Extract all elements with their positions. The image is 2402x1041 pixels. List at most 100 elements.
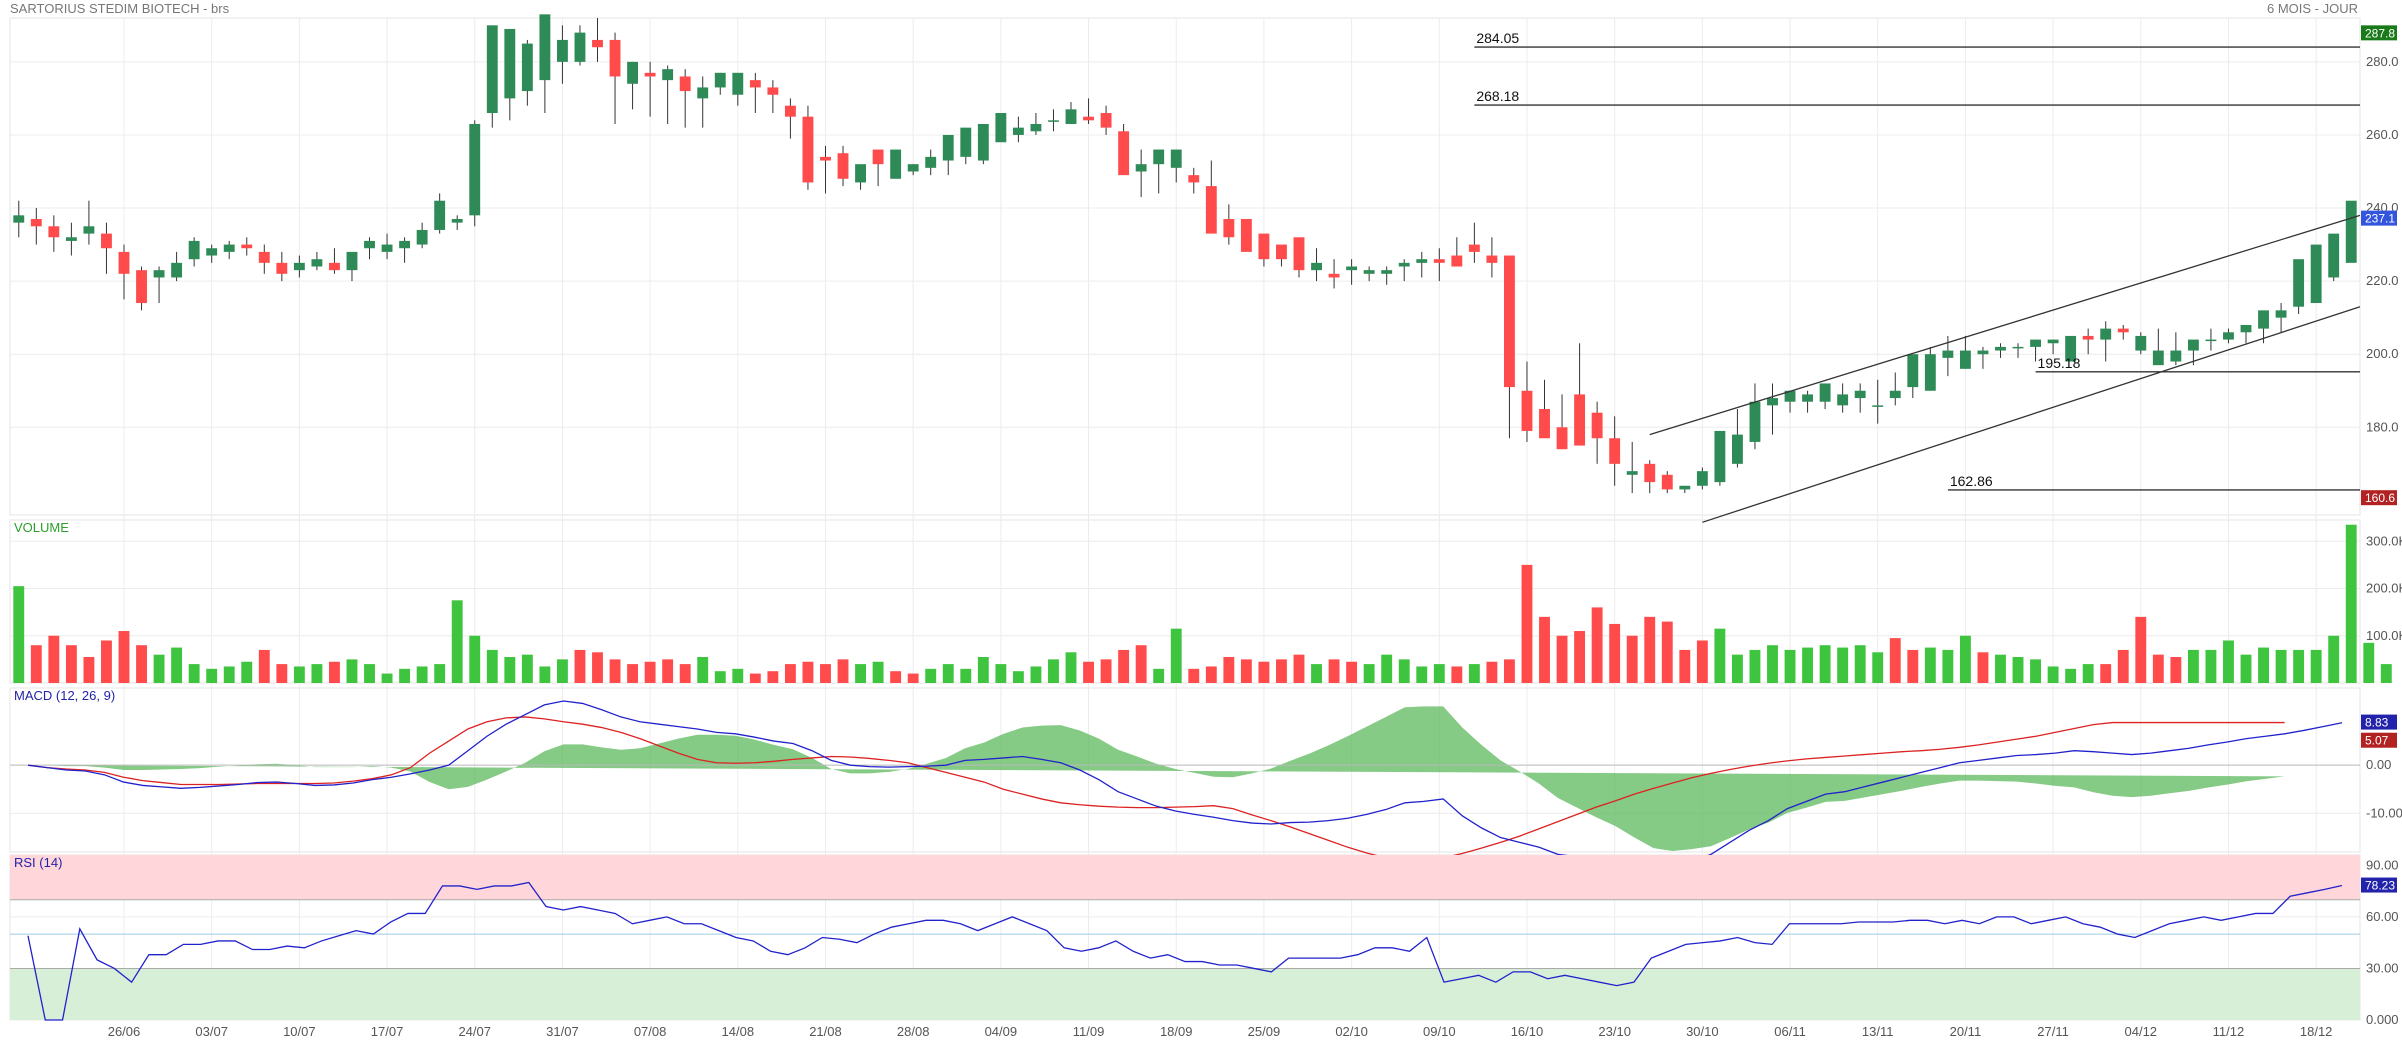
volume-bar <box>399 668 411 683</box>
candle-up <box>311 259 323 267</box>
volume-bar <box>2012 657 2024 683</box>
volume-bar <box>556 659 568 683</box>
price-y-tick-label: 260.0 <box>2366 127 2399 142</box>
price-y-tick-label: 220.0 <box>2366 273 2399 288</box>
volume-bar <box>1907 649 1919 683</box>
vol-panel-frame <box>9 519 2361 684</box>
rsi-badge-label: 78.23 <box>2365 879 2395 893</box>
price-badge-label: 160.6 <box>2365 491 2395 505</box>
candle-up <box>2328 233 2340 278</box>
level-label: 162.86 <box>1950 473 1993 489</box>
x-tick-label: 28/08 <box>897 1024 930 1039</box>
volume-bar <box>1714 628 1726 683</box>
volume-bar <box>1679 649 1691 683</box>
volume-y-tick-label: 200.0K <box>2366 581 2402 596</box>
macd-panel[interactable]: MACD (12, 26, 9) <box>10 688 2360 872</box>
volume-panel[interactable]: VOLUME <box>13 520 2392 683</box>
macd-badge-label: 8.83 <box>2365 716 2389 730</box>
volume-bar <box>241 661 253 683</box>
candle-up <box>1872 405 1884 407</box>
x-tick-label: 17/07 <box>371 1024 404 1039</box>
rsi-panel[interactable]: RSI (14) <box>10 855 2360 1021</box>
volume-bar <box>1486 661 1498 683</box>
candle-down <box>1276 244 1287 260</box>
candle-up <box>2135 335 2147 351</box>
candle-up <box>1626 471 1638 475</box>
x-tick-label: 21/08 <box>809 1024 842 1039</box>
rsi-badge <box>2361 877 2397 893</box>
price-panel[interactable]: 284.05 268.18 195.18 162.86 <box>13 14 2361 523</box>
volume-bar <box>749 673 761 683</box>
volume-bar <box>1030 666 1042 683</box>
candle-up <box>364 240 375 249</box>
volume-bar <box>732 668 744 683</box>
volume-bar <box>1521 564 1533 683</box>
price-y-tick-label: 200.0 <box>2366 346 2399 361</box>
volume-bar <box>1170 628 1182 683</box>
volume-bar <box>2258 647 2269 683</box>
candle-down <box>258 251 270 263</box>
candle-up <box>907 164 919 172</box>
y-axes: 280.0260.0240.0220.0200.0180.0300.0K200.… <box>2361 25 2402 1027</box>
candle-down <box>1539 409 1550 439</box>
macd-badge <box>2361 714 2397 730</box>
volume-bar <box>820 664 831 683</box>
candle-down <box>1100 113 1112 128</box>
level-label: 268.18 <box>1476 88 1519 104</box>
volume-bar <box>1626 635 1638 683</box>
volume-bar <box>1942 649 1954 683</box>
candle-down <box>1644 463 1656 483</box>
volume-bar <box>1416 666 1428 683</box>
candle-up <box>1767 398 1778 406</box>
candle-down <box>802 116 814 183</box>
rsi-oversold-zone <box>10 968 2360 1020</box>
volume-bar <box>136 645 147 683</box>
x-tick-label: 10/07 <box>283 1024 316 1039</box>
volume-bar <box>2065 668 2077 683</box>
x-tick-label: 18/12 <box>2300 1024 2333 1039</box>
candle-down <box>1118 131 1130 176</box>
x-tick-label: 07/08 <box>634 1024 667 1039</box>
candle-down <box>784 105 796 117</box>
volume-bar <box>2047 666 2059 683</box>
candle-up <box>2240 324 2252 333</box>
rsi-overbought-zone <box>10 855 2360 900</box>
volume-bar <box>1574 631 1586 683</box>
price-y-tick-label: 280.0 <box>2366 54 2399 69</box>
volume-bar <box>521 654 533 683</box>
volume-bar <box>1924 647 1936 683</box>
volume-bar <box>364 664 375 683</box>
volume-bar <box>1433 664 1445 683</box>
candle-up <box>1837 394 1849 406</box>
candle-up <box>1819 383 1831 402</box>
volume-bar <box>13 586 25 683</box>
volume-bar <box>539 666 551 683</box>
volume-bar <box>1398 659 1410 683</box>
volume-bar <box>1311 664 1322 683</box>
candle-up <box>2030 339 2041 347</box>
macd-label: MACD (12, 26, 9) <box>14 688 115 703</box>
candle-down <box>644 72 656 77</box>
candle-up <box>1170 149 1182 168</box>
volume-bar <box>925 668 937 683</box>
x-tick-label: 16/10 <box>1511 1024 1544 1039</box>
volume-bar <box>1889 638 1901 683</box>
volume-bar <box>2293 649 2305 683</box>
candle-up <box>2047 339 2059 344</box>
volume-bar <box>1749 649 1761 683</box>
volume-bar <box>662 659 674 683</box>
candle-down <box>749 80 761 88</box>
candle-up <box>83 226 95 234</box>
volume-bar <box>2310 649 2322 683</box>
volume-bar <box>504 657 516 683</box>
rsi-y-tick-label: 0.000 <box>2366 1012 2399 1027</box>
rsi-y-tick-label: 60.00 <box>2366 909 2399 924</box>
candle-up <box>381 244 393 252</box>
x-tick-label: 06/11 <box>1774 1024 1806 1039</box>
candle-down <box>1486 255 1498 263</box>
volume-bar <box>65 645 77 683</box>
x-tick-label: 02/10 <box>1335 1024 1368 1039</box>
volume-bar <box>1591 607 1603 683</box>
candle-down <box>1468 244 1480 252</box>
